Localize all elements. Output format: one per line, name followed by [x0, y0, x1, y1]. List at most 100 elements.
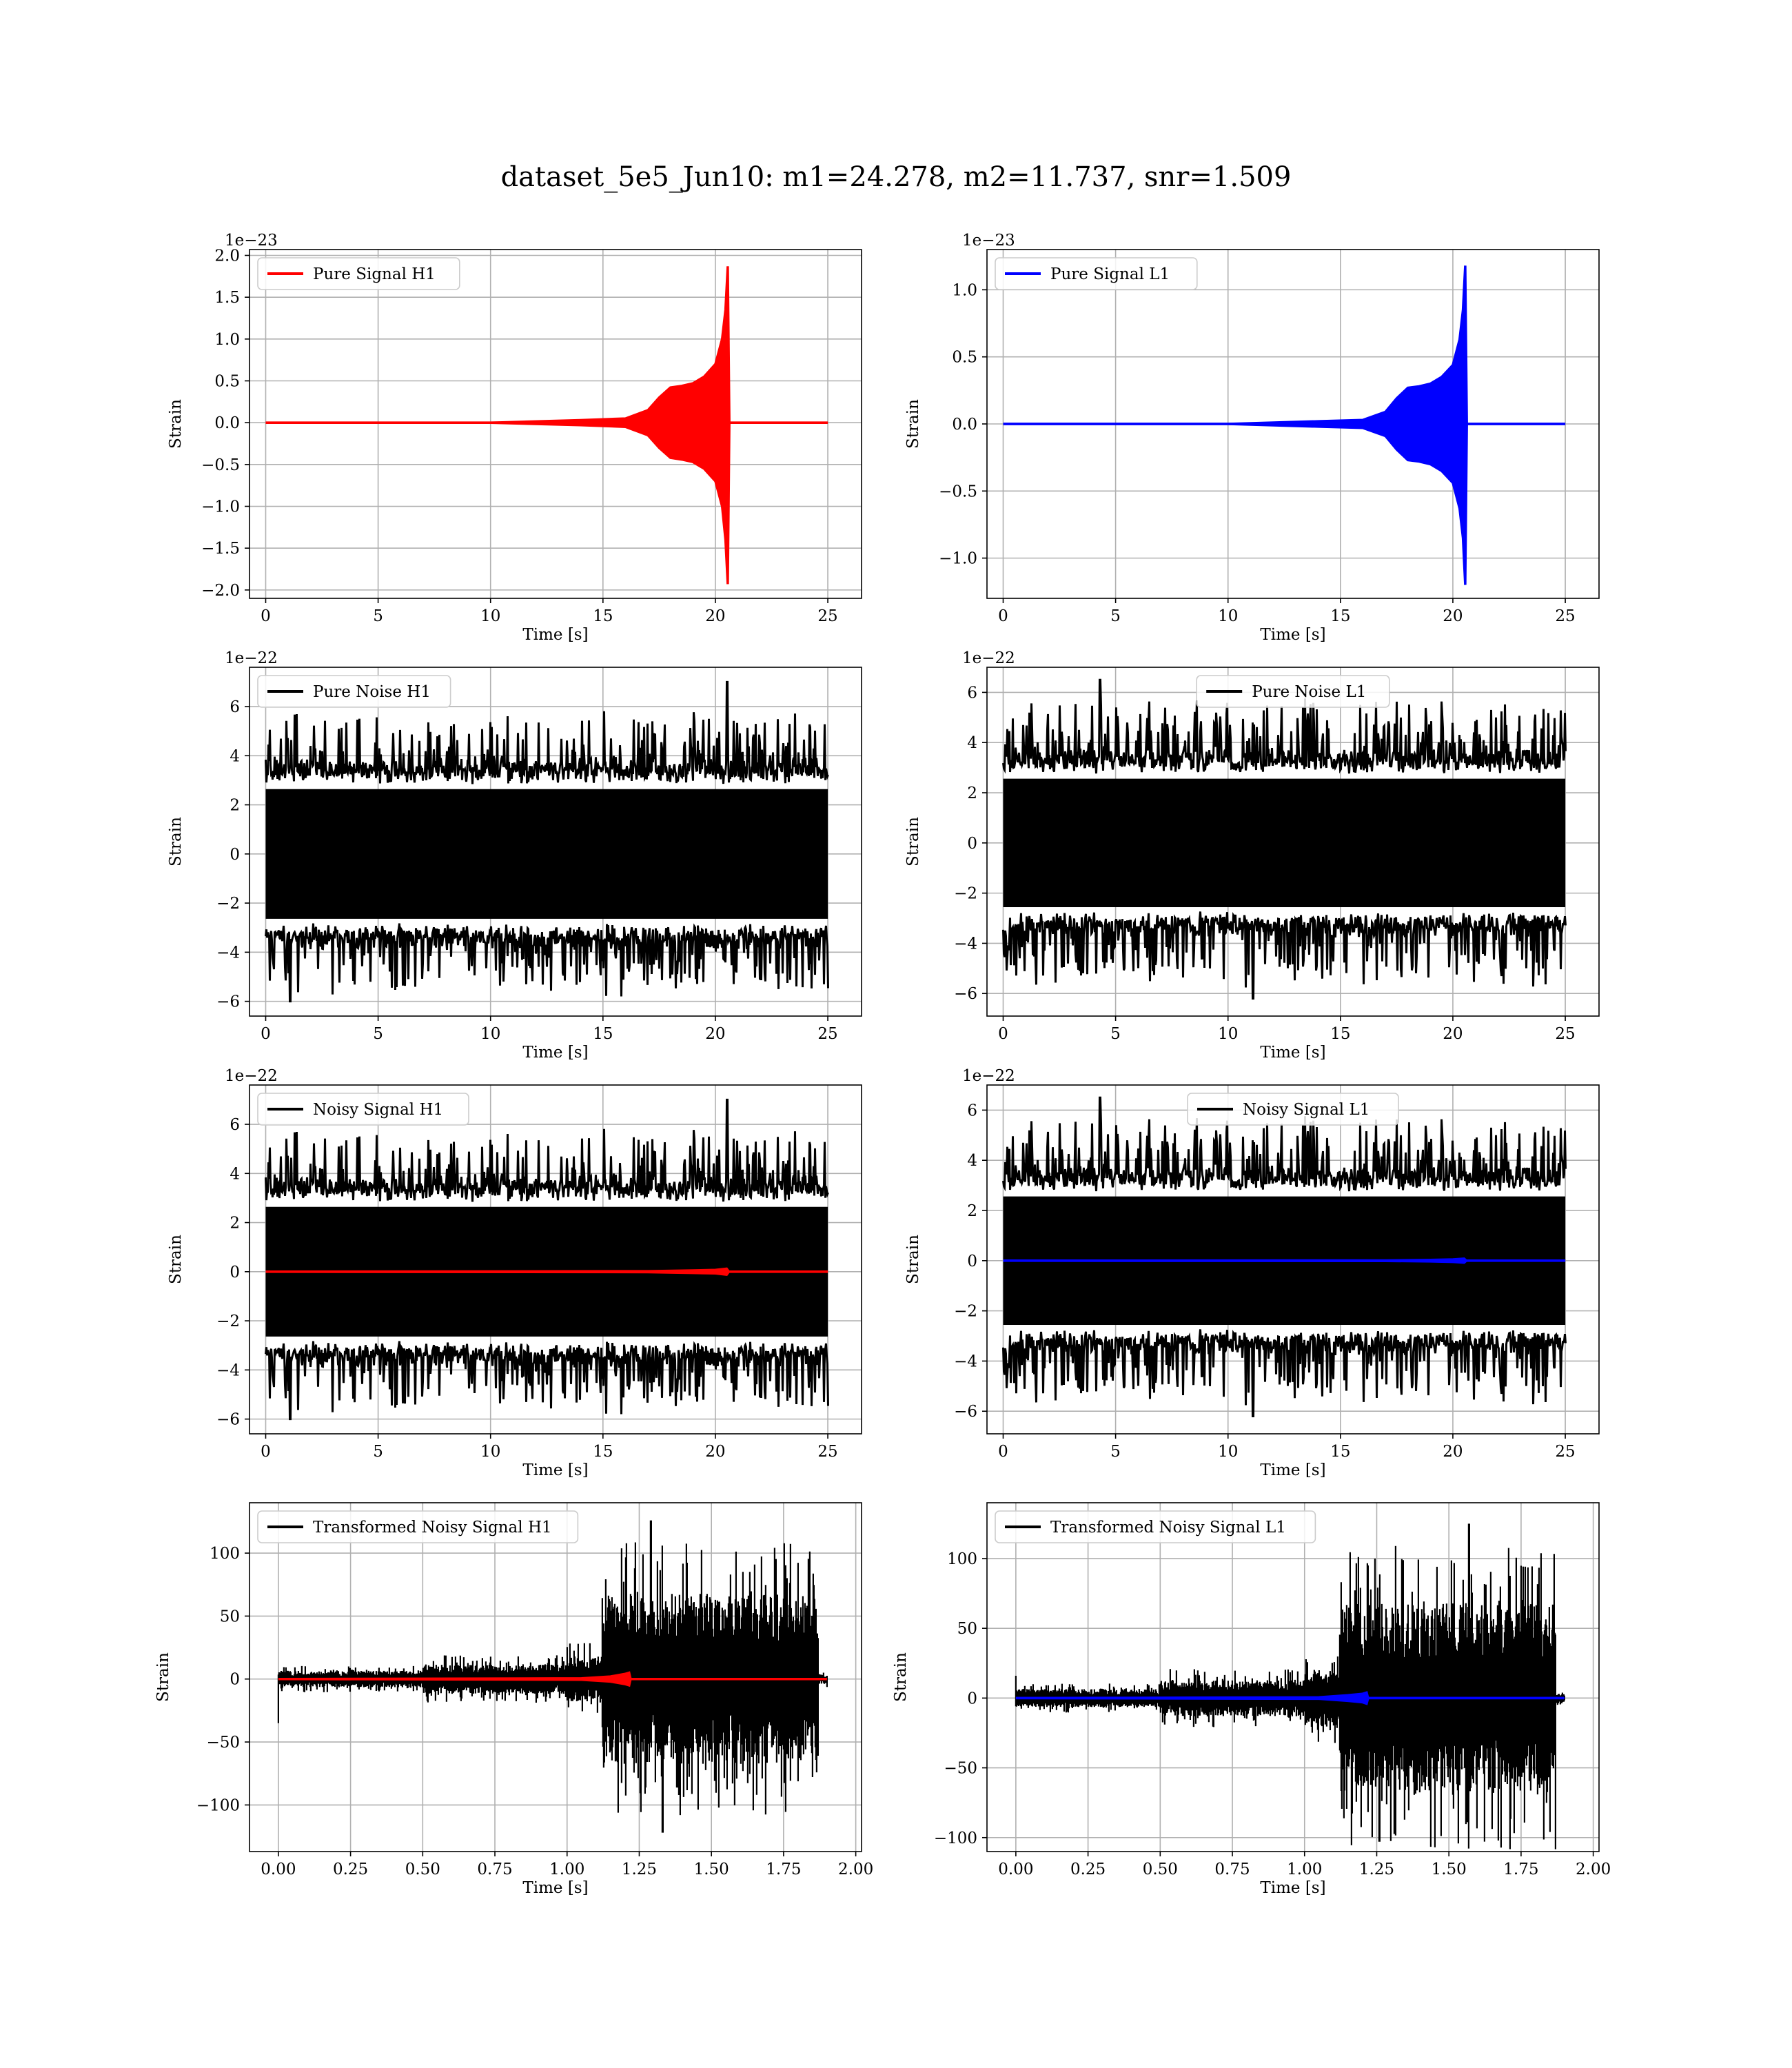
noise-trace [265, 680, 829, 1003]
plot-area [1002, 678, 1567, 1000]
chart-pure-signal-l1: 0 5 10 15 20 25 −1.0 −0.5 0.0 0.5 1.0 Time [s] Strai… [904, 232, 1600, 644]
offset-text: 1e−23 [962, 232, 1015, 250]
x-tick-label: 5 [373, 607, 383, 625]
x-tick-label: 20 [1443, 1443, 1463, 1461]
y-tick-label: 100 [210, 1545, 240, 1563]
y-tick-label: −4 [216, 1361, 240, 1379]
legend: Transformed Noisy Signal H1 [257, 1510, 579, 1543]
y-tick-label: −2 [954, 1303, 977, 1321]
y-tick-label: −4 [216, 944, 240, 962]
axes-frame [986, 1502, 1600, 1852]
y-tick-label: 6 [967, 684, 977, 702]
y-tick-label: 1.0 [214, 331, 240, 349]
y-tick-label: −100 [196, 1796, 240, 1814]
y-tick-label: 0.5 [214, 373, 240, 391]
x-tick-label: 0 [261, 1025, 271, 1043]
legend: Pure Signal L1 [995, 257, 1198, 290]
x-tick-label: 1.50 [1432, 1861, 1467, 1878]
y-tick-label: −100 [934, 1829, 977, 1847]
y-tick-label: −2 [216, 895, 240, 913]
y-tick-label: −50 [944, 1760, 977, 1778]
offset-text: 1e−22 [962, 1067, 1015, 1085]
plot-area [277, 1520, 828, 1833]
plot-area [1002, 1096, 1567, 1417]
y-tick-label: 0.5 [952, 349, 977, 367]
x-tick-label: 20 [1443, 607, 1463, 625]
x-tick-label: 10 [1218, 1025, 1238, 1043]
legend-frame [257, 1510, 579, 1543]
legend-frame [1196, 675, 1390, 708]
x-tick-label: 1.50 [694, 1861, 729, 1878]
x-axis-label: Time [s] [1260, 1879, 1325, 1897]
x-tick-label: 25 [817, 1443, 837, 1461]
x-tick-label: 15 [593, 607, 613, 625]
x-tick-label: 2.00 [838, 1861, 873, 1878]
y-tick-label: 0 [967, 1253, 977, 1270]
y-tick-label: 0 [967, 1690, 977, 1707]
x-tick-label: 25 [1555, 1443, 1575, 1461]
x-tick-label: 0 [261, 1443, 271, 1461]
legend: Noisy Signal H1 [257, 1093, 469, 1126]
x-axis-label: Time [s] [1260, 626, 1325, 644]
x-axis-label: Time [s] [522, 626, 588, 644]
y-tick-label: 6 [967, 1102, 977, 1119]
legend: Pure Signal H1 [257, 257, 460, 290]
y-axis-label: Strain [167, 399, 185, 449]
legend: Pure Noise L1 [1196, 675, 1390, 708]
y-tick-label: 50 [957, 1620, 977, 1638]
y-tick-label: −2 [954, 885, 977, 903]
legend-label: Noisy Signal L1 [1243, 1101, 1370, 1119]
x-tick-label: 0 [261, 607, 271, 625]
x-tick-label: 0.00 [998, 1861, 1033, 1878]
x-tick-label: 5 [1110, 607, 1121, 625]
x-tick-label: 5 [373, 1025, 383, 1043]
plot-area [265, 266, 828, 585]
legend-label: Pure Signal H1 [313, 265, 436, 283]
y-tick-label: −2 [216, 1312, 240, 1330]
x-tick-label: 0 [998, 1443, 1008, 1461]
legend-label: Pure Noise L1 [1252, 683, 1366, 701]
axes-frame [986, 667, 1600, 1017]
x-tick-label: 10 [480, 607, 500, 625]
x-tick-label: 25 [817, 1025, 837, 1043]
chart-noisy-signal-l1: 0 5 10 15 20 25 −6 −4 −2 0 2 4 6 Time [s] Strain 1e−22 N… [904, 1067, 1600, 1479]
x-tick-label: 0.75 [1214, 1861, 1250, 1878]
x-axis-label: Time [s] [1260, 1461, 1325, 1479]
x-tick-label: 20 [705, 1025, 725, 1043]
y-tick-label: 4 [967, 1152, 977, 1170]
axes-frame [249, 667, 862, 1017]
plot-area [265, 680, 829, 1003]
y-tick-label: −0.5 [939, 483, 977, 500]
y-tick-label: −4 [954, 935, 977, 953]
chart-pure-signal-h1: 0 5 10 15 20 25 −2.0 −1.5 −1.0 −0.5 0.0 0.5 1.0 1.5 2.… [167, 232, 862, 644]
offset-text: 1e−22 [225, 1067, 278, 1085]
x-tick-label: 0.50 [1143, 1861, 1178, 1878]
legend-frame [257, 257, 460, 290]
legend-frame [1187, 1093, 1399, 1126]
y-tick-label: 1.0 [952, 281, 977, 299]
chart-transformed-noisy-signal-l1: 0.00 0.25 0.50 0.75 1.00 1.25 1.50 1.75 2.00 −100… [892, 1502, 1611, 1897]
x-tick-label: 15 [1330, 1025, 1350, 1043]
x-tick-label: 0.75 [477, 1861, 512, 1878]
y-tick-label: 0 [967, 835, 977, 853]
x-tick-label: 1.25 [622, 1861, 657, 1878]
legend-frame [995, 257, 1198, 290]
signal-envelope [265, 266, 828, 585]
y-tick-label: 0.0 [952, 416, 977, 434]
y-tick-label: 2 [967, 1202, 977, 1220]
plot-area [1015, 1523, 1565, 1849]
y-tick-label: 6 [230, 698, 240, 716]
x-tick-label: 10 [1218, 1443, 1238, 1461]
y-tick-label: −1.5 [201, 540, 240, 558]
noise-core [1003, 778, 1566, 908]
x-tick-label: 0.25 [333, 1861, 368, 1878]
y-axis-label: Strain [892, 1652, 910, 1702]
x-tick-label: 10 [1218, 607, 1238, 625]
x-tick-label: 25 [1555, 607, 1575, 625]
y-tick-label: 2 [230, 1215, 240, 1233]
x-tick-label: 15 [593, 1443, 613, 1461]
x-tick-label: 1.75 [766, 1861, 801, 1878]
plot-area [1003, 265, 1566, 585]
y-tick-label: −50 [206, 1734, 240, 1752]
